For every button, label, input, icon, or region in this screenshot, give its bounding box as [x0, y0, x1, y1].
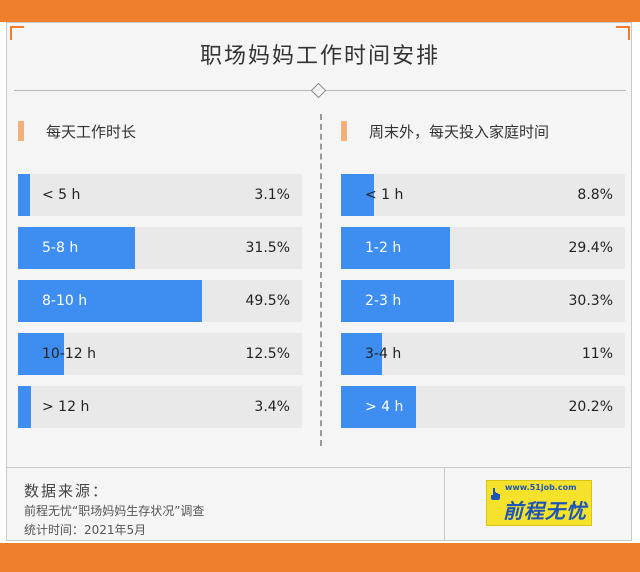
value-label: 3.1% — [254, 187, 290, 203]
bar-row: 10-12 h 12.5% — [18, 333, 302, 375]
bar — [18, 333, 65, 375]
bar — [341, 227, 451, 269]
bar-row: < 5 h 3.1% — [18, 174, 302, 216]
bar-row: > 4 h 20.2% — [341, 386, 625, 428]
source-date: 统计时间：2021年5月 — [24, 523, 147, 537]
value-label: 11% — [581, 346, 613, 362]
bar — [341, 174, 374, 216]
category-label: 2-3 h — [365, 293, 402, 309]
category-label: 1-2 h — [365, 240, 402, 256]
bar — [18, 280, 202, 322]
bar-row: > 12 h 3.4% — [18, 386, 302, 428]
category-label: > 12 h — [42, 399, 90, 415]
panel-header: 每天工作时长 — [18, 118, 302, 148]
bar-row: 5-8 h 31.5% — [18, 227, 302, 269]
bar-row: 8-10 h 49.5% — [18, 280, 302, 322]
chart-panel-work-hours: 每天工作时长 < 5 h 3.1% 5-8 h 31.5% 8-10 h 49.5% 10-… — [18, 118, 302, 428]
category-label: 8-10 h — [42, 293, 88, 309]
category-label: 5-8 h — [42, 240, 79, 256]
page-title: 职场妈妈工作时间安排 — [199, 44, 440, 69]
source-survey: 前程无忧“职场妈妈生存状况”调查 — [24, 504, 205, 518]
hand-pointer-icon — [491, 488, 500, 500]
category-label: < 1 h — [365, 187, 404, 203]
chart-title: 每天工作时长 — [46, 123, 137, 141]
header-marker — [18, 121, 24, 141]
brand-logo: www.51job.com 前程无忧 — [486, 480, 592, 526]
top-band — [0, 0, 640, 22]
footer-divider — [7, 467, 631, 468]
bottom-band — [0, 543, 640, 572]
bar — [18, 386, 31, 428]
panel-header: 周末外，每天投入家庭时间 — [341, 118, 625, 148]
bar — [341, 280, 454, 322]
corner-ornament-right — [616, 26, 630, 40]
value-label: 12.5% — [245, 346, 290, 362]
value-label: 31.5% — [245, 240, 290, 256]
bar-row: 2-3 h 30.3% — [341, 280, 625, 322]
logo-url: www.51job.com — [505, 483, 577, 492]
bar-row: < 1 h 8.8% — [341, 174, 625, 216]
value-label: 29.4% — [568, 240, 613, 256]
bar — [18, 174, 30, 216]
value-label: 8.8% — [577, 187, 613, 203]
logo-brand: 前程无忧 — [503, 499, 587, 523]
footer-separator — [444, 468, 445, 541]
bar — [341, 386, 417, 428]
corner-ornament-left — [10, 26, 24, 40]
value-label: 49.5% — [245, 293, 290, 309]
category-label: < 5 h — [42, 187, 81, 203]
category-label: > 4 h — [365, 399, 404, 415]
bar — [18, 227, 136, 269]
header-marker — [341, 121, 347, 141]
category-label: 10-12 h — [42, 346, 97, 362]
bar-row: 1-2 h 29.4% — [341, 227, 625, 269]
bar-row: 3-4 h 11% — [341, 333, 625, 375]
value-label: 3.4% — [254, 399, 290, 415]
panel-separator — [320, 114, 322, 446]
bar — [341, 333, 382, 375]
value-label: 20.2% — [568, 399, 613, 415]
category-label: 3-4 h — [365, 346, 402, 362]
value-label: 30.3% — [568, 293, 613, 309]
source-heading: 数据来源： — [24, 482, 110, 500]
chart-title: 周末外，每天投入家庭时间 — [369, 123, 550, 141]
chart-panel-family-time: 周末外，每天投入家庭时间 < 1 h 8.8% 1-2 h 29.4% 2-3 h 30.… — [341, 118, 625, 428]
